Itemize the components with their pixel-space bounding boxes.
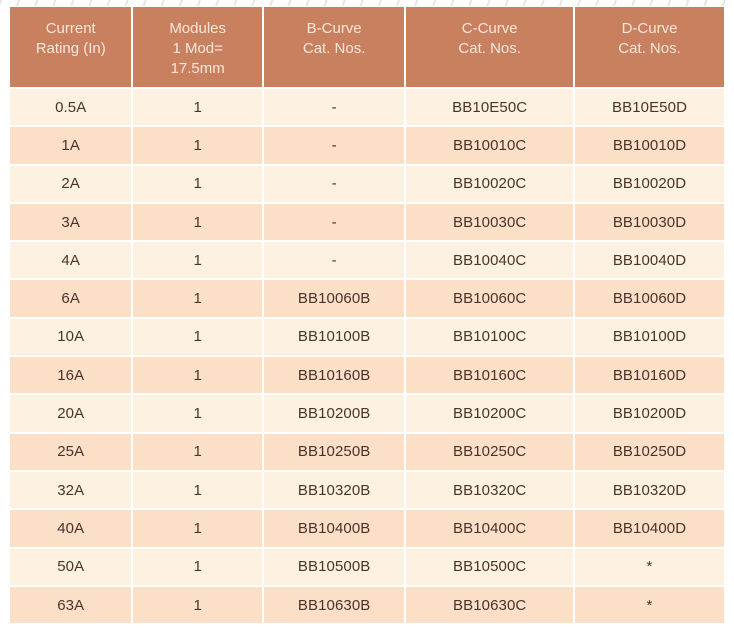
- cell-modules: 1: [133, 433, 262, 470]
- cell-modules: 1: [133, 548, 262, 585]
- cell-d-curve-cat-no: BB10250D: [575, 433, 724, 470]
- cell-current-rating: 63A: [10, 586, 132, 624]
- cell-c-curve-cat-no: BB10200C: [406, 395, 573, 432]
- cell-c-curve-cat-no: BB10100C: [406, 318, 573, 356]
- header-row: Current Rating (In) Modules 1 Mod= 17.5m…: [10, 7, 724, 87]
- cell-d-curve-cat-no: BB10400D: [575, 510, 724, 547]
- column-header-c-curve: C-Curve Cat. Nos.: [406, 7, 573, 87]
- table-row: 40A 1 BB10400B BB10400C BB10400D: [10, 510, 724, 547]
- cell-b-curve-cat-no: BB10250B: [263, 433, 405, 470]
- cell-d-curve-cat-no: BB10040D: [575, 242, 724, 279]
- cell-b-curve-cat-no: BB10200B: [263, 395, 405, 432]
- cell-c-curve-cat-no: BB10010C: [406, 127, 573, 164]
- cell-d-curve-cat-no: BB10010D: [575, 127, 724, 164]
- cell-b-curve-cat-no: BB10060B: [263, 280, 405, 317]
- table-body: 0.5A 1- BB10E50C BB10E50D 1A 1- BB10010C BB1001…: [10, 89, 724, 624]
- cell-d-curve-cat-no: BB10E50D: [575, 89, 724, 126]
- table-row: 3A 1- BB10030C BB10030D: [10, 203, 724, 241]
- cell-d-curve-cat-no: BB10060D: [575, 280, 724, 317]
- cell-b-curve-cat-no: BB10100B: [263, 318, 405, 356]
- cell-current-rating: 1A: [10, 127, 132, 164]
- table-row: 1A 1- BB10010C BB10010D: [10, 127, 724, 164]
- column-header-modules: Modules 1 Mod= 17.5mm: [133, 7, 262, 87]
- cell-b-curve-cat-no: BB10400B: [263, 510, 405, 547]
- cell-modules: 1: [133, 586, 262, 624]
- table-row: 16A 1 BB10160B BB10160C BB10160D: [10, 357, 724, 394]
- cell-d-curve-cat-no: BB10100D: [575, 318, 724, 356]
- cell-d-curve-cat-no: BB10200D: [575, 395, 724, 432]
- cell-modules: 1: [133, 127, 262, 164]
- background-hatch-pattern: [0, 0, 734, 6]
- cell-modules: 1: [133, 318, 262, 356]
- cell-b-curve-cat-no: BB10320B: [263, 471, 405, 509]
- cell-modules: 1: [133, 395, 262, 432]
- cell-c-curve-cat-no: BB10160C: [406, 357, 573, 394]
- catalog-table: Current Rating (In) Modules 1 Mod= 17.5m…: [8, 5, 726, 625]
- cell-current-rating: 10A: [10, 318, 132, 356]
- cell-b-curve-cat-no: BB10160B: [263, 357, 405, 394]
- cell-c-curve-cat-no: BB10250C: [406, 433, 573, 470]
- table-row: 25A 1 BB10250B BB10250C BB10250D: [10, 433, 724, 470]
- cell-b-curve-cat-no: -: [263, 127, 405, 164]
- column-header-d-curve: D-Curve Cat. Nos.: [575, 7, 724, 87]
- table-row: 0.5A 1- BB10E50C BB10E50D: [10, 89, 724, 126]
- cell-d-curve-cat-no: *: [575, 548, 724, 585]
- cell-c-curve-cat-no: BB10040C: [406, 242, 573, 279]
- column-header-b-curve: B-Curve Cat. Nos.: [263, 7, 405, 87]
- cell-b-curve-cat-no: -: [263, 242, 405, 279]
- cell-current-rating: 2A: [10, 165, 132, 202]
- cell-modules: 1: [133, 357, 262, 394]
- table-row: 20A 1 BB10200B BB10200C BB10200D: [10, 395, 724, 432]
- cell-c-curve-cat-no: BB10320C: [406, 471, 573, 509]
- cell-modules: 1: [133, 89, 262, 126]
- cell-current-rating: 0.5A: [10, 89, 132, 126]
- cell-modules: 1: [133, 242, 262, 279]
- cell-d-curve-cat-no: *: [575, 586, 724, 624]
- cell-c-curve-cat-no: BB10500C: [406, 548, 573, 585]
- cell-d-curve-cat-no: BB10020D: [575, 165, 724, 202]
- table-row: 10A 1 BB10100B BB10100C BB10100D: [10, 318, 724, 356]
- cell-b-curve-cat-no: -: [263, 203, 405, 241]
- cell-d-curve-cat-no: BB10320D: [575, 471, 724, 509]
- column-header-current-rating: Current Rating (In): [10, 7, 132, 87]
- table-row: 2A 1- BB10020C BB10020D: [10, 165, 724, 202]
- cell-current-rating: 40A: [10, 510, 132, 547]
- cell-c-curve-cat-no: BB10400C: [406, 510, 573, 547]
- cell-current-rating: 16A: [10, 357, 132, 394]
- cell-current-rating: 4A: [10, 242, 132, 279]
- table-row: 6A 1 BB10060B BB10060C BB10060D: [10, 280, 724, 317]
- cell-b-curve-cat-no: -: [263, 165, 405, 202]
- cell-b-curve-cat-no: BB10500B: [263, 548, 405, 585]
- cell-c-curve-cat-no: BB10E50C: [406, 89, 573, 126]
- cell-d-curve-cat-no: BB10030D: [575, 203, 724, 241]
- cell-c-curve-cat-no: BB10630C: [406, 586, 573, 624]
- cell-d-curve-cat-no: BB10160D: [575, 357, 724, 394]
- table-row: 63A 1 BB10630B BB10630C *: [10, 586, 724, 624]
- cell-current-rating: 3A: [10, 203, 132, 241]
- cell-modules: 1: [133, 510, 262, 547]
- cell-current-rating: 6A: [10, 280, 132, 317]
- cell-c-curve-cat-no: BB10020C: [406, 165, 573, 202]
- cell-modules: 1: [133, 471, 262, 509]
- cell-current-rating: 20A: [10, 395, 132, 432]
- table-row: 4A 1- BB10040C BB10040D: [10, 242, 724, 279]
- cell-current-rating: 25A: [10, 433, 132, 470]
- cell-modules: 1: [133, 203, 262, 241]
- cell-b-curve-cat-no: -: [263, 89, 405, 126]
- cell-modules: 1: [133, 165, 262, 202]
- table-row: 50A 1 BB10500B BB10500C *: [10, 548, 724, 585]
- cell-c-curve-cat-no: BB10030C: [406, 203, 573, 241]
- table-row: 32A 1 BB10320B BB10320C BB10320D: [10, 471, 724, 509]
- cell-b-curve-cat-no: BB10630B: [263, 586, 405, 624]
- table-header: Current Rating (In) Modules 1 Mod= 17.5m…: [10, 7, 724, 87]
- cell-current-rating: 32A: [10, 471, 132, 509]
- cell-modules: 1: [133, 280, 262, 317]
- cell-c-curve-cat-no: BB10060C: [406, 280, 573, 317]
- cell-current-rating: 50A: [10, 548, 132, 585]
